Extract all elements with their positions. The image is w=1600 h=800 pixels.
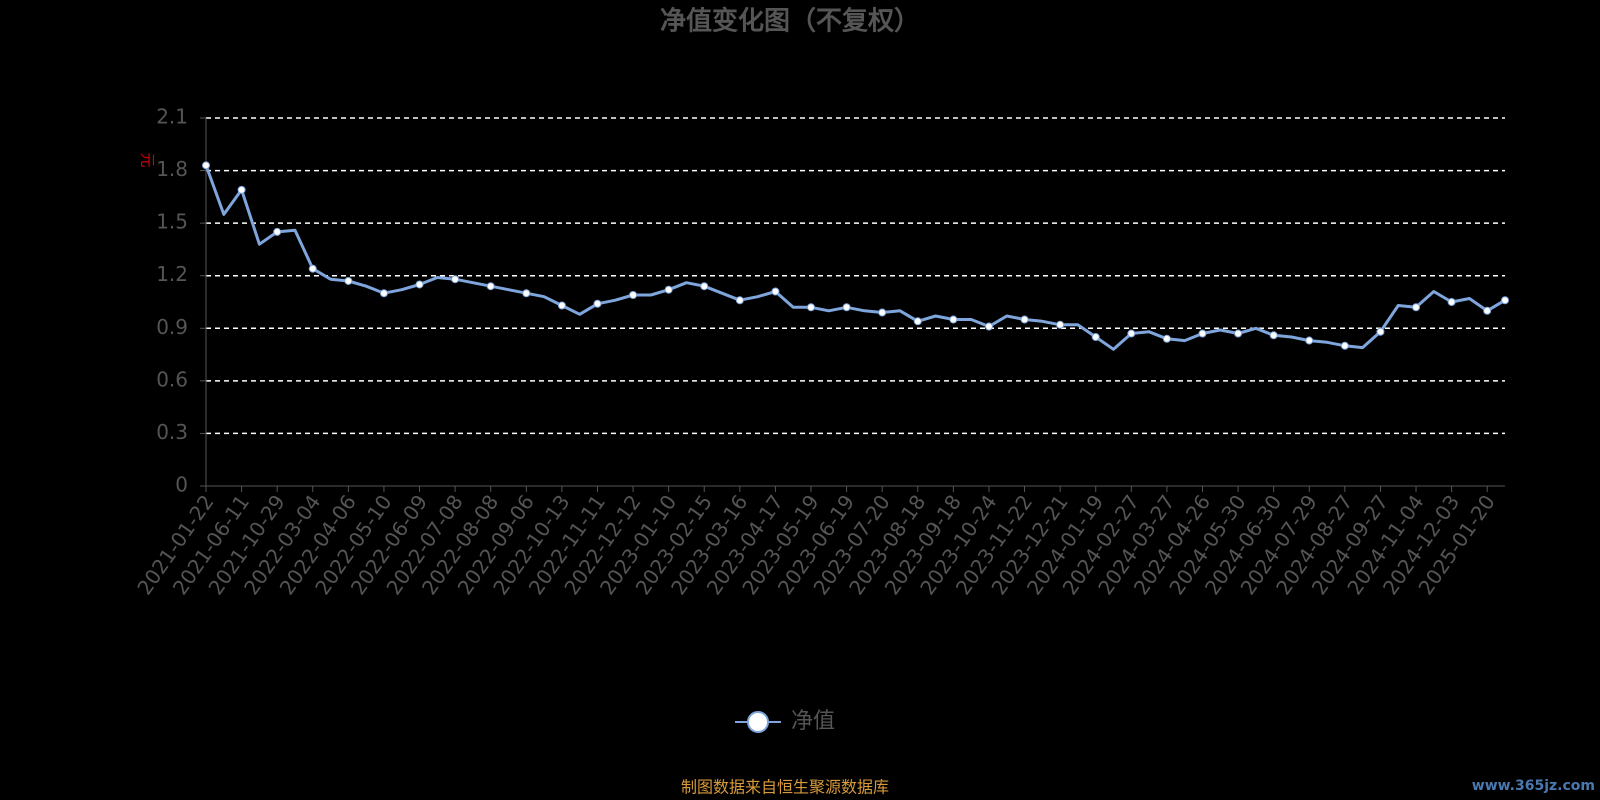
point-marker: [1412, 303, 1421, 312]
point-marker: [700, 282, 709, 291]
point-marker: [308, 264, 317, 273]
source-note: 制图数据来自恒生聚源数据库: [681, 778, 889, 797]
point-marker: [1056, 320, 1065, 329]
y-tick-label: 0.3: [156, 420, 188, 444]
point-marker: [486, 282, 495, 291]
point-marker: [629, 290, 638, 299]
point-marker: [1483, 306, 1492, 315]
legend-label: 净值: [791, 709, 835, 734]
point-marker: [664, 285, 673, 294]
point-marker: [202, 161, 210, 170]
y-tick-label: 2.1: [156, 105, 188, 129]
point-marker: [735, 296, 744, 305]
point-marker: [771, 287, 780, 296]
point-marker: [1501, 296, 1509, 305]
y-tick-label: 1.8: [156, 157, 188, 181]
watermark: www.365jz.com: [1472, 778, 1595, 794]
legend-marker: [747, 711, 769, 733]
point-marker: [237, 185, 246, 194]
y-tick-label: 0.6: [156, 367, 188, 391]
point-marker: [913, 317, 922, 326]
point-marker: [984, 322, 993, 331]
y-axis-label: 元: [139, 152, 157, 167]
point-marker: [1340, 341, 1349, 350]
point-marker: [1091, 333, 1100, 342]
point-marker: [1020, 315, 1029, 324]
y-tick-label: 0.9: [156, 315, 188, 339]
point-marker: [379, 289, 388, 298]
point-marker: [1234, 329, 1243, 338]
point-marker: [557, 301, 566, 310]
point-marker: [842, 303, 851, 312]
point-marker: [1305, 336, 1314, 345]
point-marker: [451, 275, 460, 284]
point-marker: [807, 303, 816, 312]
point-marker: [1447, 298, 1456, 306]
point-marker: [522, 289, 531, 298]
point-marker: [878, 308, 887, 317]
chart-title: 净值变化图（不复权）: [660, 6, 920, 37]
point-marker: [949, 315, 958, 324]
y-tick-label: 1.2: [156, 262, 188, 286]
point-marker: [1269, 331, 1278, 340]
point-marker: [344, 276, 353, 285]
y-tick-label: 1.5: [156, 210, 188, 234]
point-marker: [1127, 329, 1136, 338]
point-marker: [593, 299, 602, 308]
point-marker: [1198, 329, 1207, 338]
point-marker: [415, 280, 424, 289]
point-marker: [273, 227, 282, 236]
series-line: [204, 164, 1506, 351]
point-marker: [1162, 334, 1171, 343]
y-tick-label: 0: [175, 473, 188, 497]
point-marker: [1376, 327, 1385, 336]
